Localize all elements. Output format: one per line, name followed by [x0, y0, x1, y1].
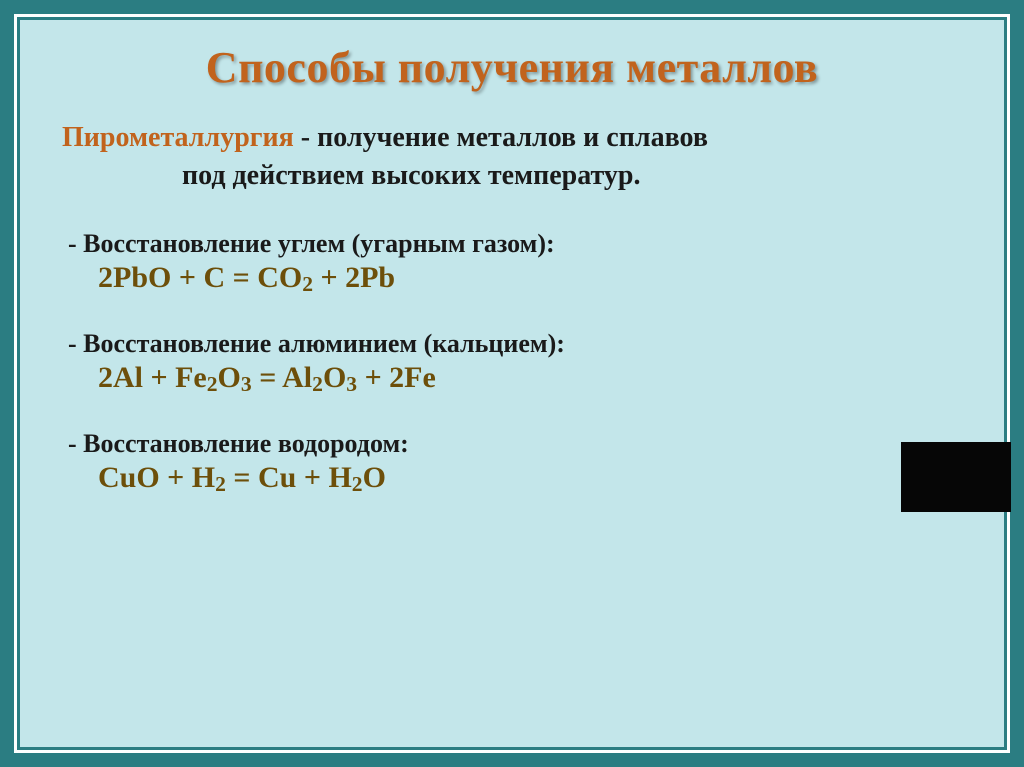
- section-aluminium-equation: 2Al + Fe2O3 = Al2O3 + 2Fe: [98, 361, 962, 397]
- section-hydrogen: - Восстановление водородом: CuO + H2 = C…: [62, 429, 962, 497]
- outer-frame: Способы получения металлов Пирометаллург…: [0, 0, 1024, 767]
- section-aluminium: - Восстановление алюминием (кальцием): 2…: [62, 329, 962, 397]
- definition-line2: под действием высоких температур.: [182, 157, 962, 195]
- inner-border: Способы получения металлов Пирометаллург…: [12, 12, 1012, 755]
- slide-title: Способы получения металлов: [62, 42, 962, 93]
- section-carbon-equation: 2PbO + C = CO2 + 2Pb: [98, 261, 962, 297]
- section-hydrogen-label: - Восстановление водородом:: [68, 429, 962, 459]
- definition-term: Пирометаллургия: [62, 122, 294, 153]
- definition-block: Пирометаллургия - получение металлов и с…: [62, 119, 962, 195]
- side-black-rectangle: [901, 442, 1011, 512]
- definition-sep: -: [294, 122, 317, 153]
- section-hydrogen-equation: CuO + H2 = Cu + H2O: [98, 461, 962, 497]
- section-aluminium-label: - Восстановление алюминием (кальцием):: [68, 329, 962, 359]
- section-carbon-label: - Восстановление углем (угарным газом):: [68, 229, 962, 259]
- slide-surface: Способы получения металлов Пирометаллург…: [22, 22, 1002, 745]
- definition-rest1: получение металлов и сплавов: [317, 122, 708, 153]
- definition-line1: Пирометаллургия - получение металлов и с…: [62, 119, 962, 157]
- section-carbon: - Восстановление углем (угарным газом): …: [62, 229, 962, 297]
